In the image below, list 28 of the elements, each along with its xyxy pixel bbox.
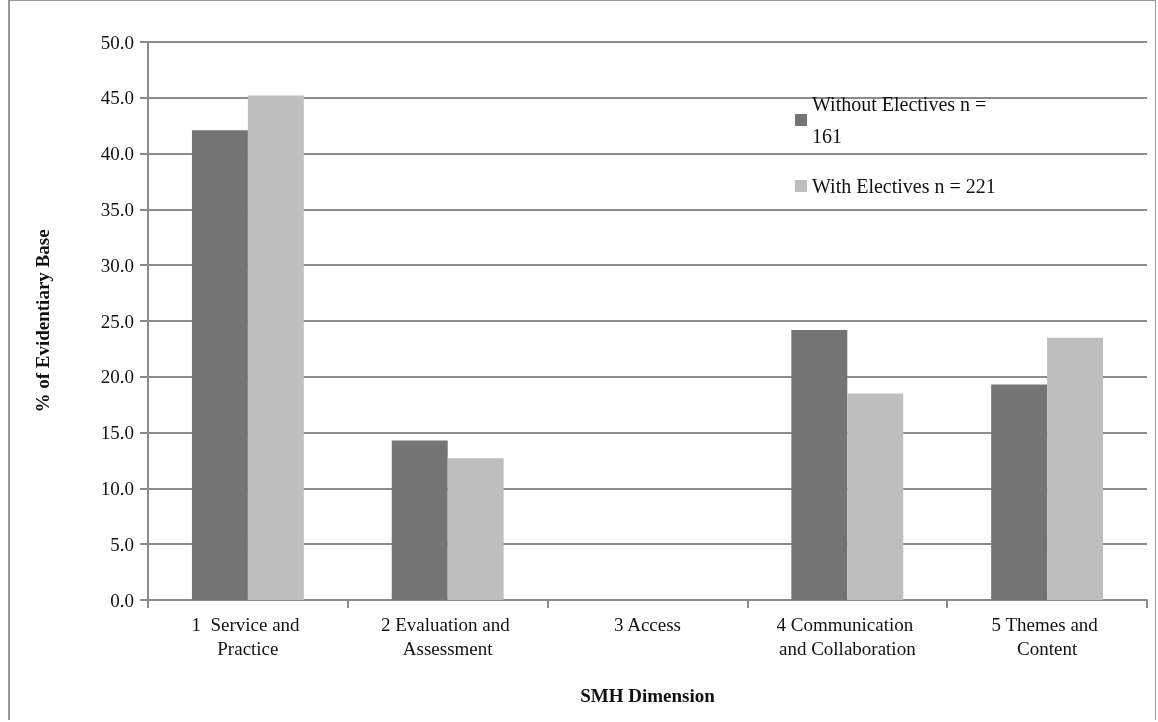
bar <box>1047 337 1104 600</box>
x-tick-label: 4 Communication and Collaboration <box>776 613 919 659</box>
y-axis-title: % of Evidentiary Base <box>32 229 53 413</box>
y-tick-label: 10.0 <box>100 477 134 499</box>
legend-label: With Electives n = 221 <box>812 175 996 197</box>
y-tick-label: 15.0 <box>100 422 134 444</box>
legend-label: Without Electives n = 161 <box>812 93 992 147</box>
y-tick-label: 30.0 <box>100 254 134 276</box>
y-tick-label: 35.0 <box>100 198 134 220</box>
y-tick-label: 50.0 <box>100 31 134 53</box>
bar <box>847 393 904 600</box>
y-tick-label: 45.0 <box>100 87 134 109</box>
y-tick-label: 40.0 <box>100 143 134 165</box>
bar <box>991 384 1048 600</box>
y-tick-label: 25.0 <box>100 310 134 332</box>
bar <box>391 440 448 600</box>
y-tick-label: 0.0 <box>110 589 134 611</box>
x-tick-label: 3 Access <box>613 613 682 635</box>
x-axis-title: SMH Dimension <box>580 685 716 706</box>
y-tick-label: 5.0 <box>110 533 134 555</box>
bar <box>447 458 504 600</box>
x-tick-label: 5 Themes and Content <box>991 613 1103 659</box>
bar <box>247 95 304 600</box>
bar <box>191 130 248 600</box>
y-tick-label: 20.0 <box>100 366 134 388</box>
bar <box>791 329 848 600</box>
x-tick-label: 2 Evaluation and Assessment <box>380 613 515 659</box>
x-tick-label: 1 Service and Practice <box>191 613 305 659</box>
